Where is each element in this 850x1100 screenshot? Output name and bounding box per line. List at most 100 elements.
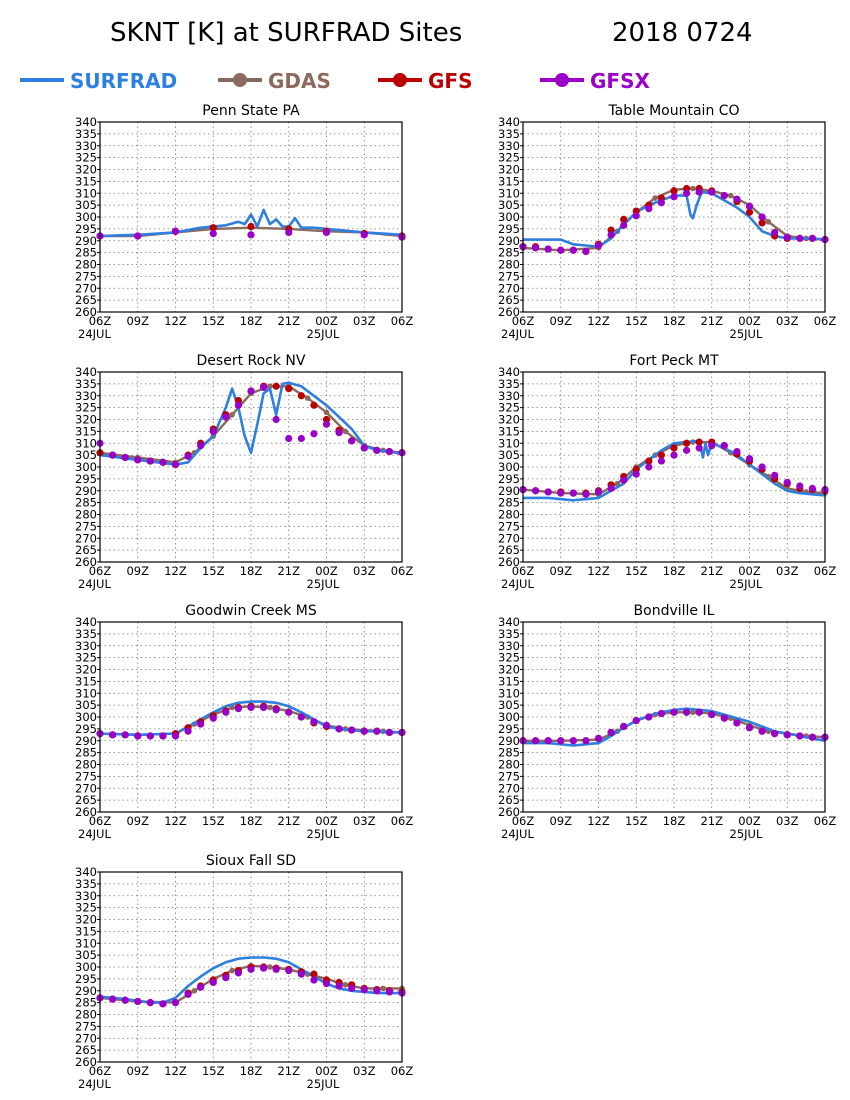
data-point-gfsx [171, 732, 180, 740]
data-point-gfsx [607, 231, 615, 239]
data-point-gfsx [234, 969, 243, 977]
y-tick-label: 265 [75, 1043, 97, 1057]
data-point-gdas [652, 195, 658, 201]
data-point-gfsx [297, 713, 305, 721]
data-point-gfs [682, 439, 691, 447]
data-point-gfsx [808, 484, 817, 492]
data-point-gfsx [272, 965, 280, 973]
y-tick-label: 300 [498, 460, 520, 474]
x-tick-label: 09Z [126, 564, 149, 578]
data-point-gfsx [796, 234, 804, 242]
data-point-gfsx [247, 387, 255, 395]
y-tick-label: 315 [498, 174, 520, 188]
x-date-label-next: 25JUL [307, 827, 340, 841]
data-point-gfsx [373, 446, 381, 454]
data-point-gfsx [557, 737, 565, 745]
y-tick-label: 265 [498, 543, 520, 557]
data-point-gfsx [745, 724, 754, 732]
x-tick-label: 21Z [277, 564, 300, 578]
x-tick-label: 21Z [277, 314, 300, 328]
data-point-gfsx [209, 427, 217, 435]
data-point-gfsx [582, 247, 590, 256]
y-tick-label: 290 [498, 484, 520, 498]
series-gfsx [96, 964, 406, 1008]
gridlines [523, 372, 825, 562]
legend-item-surfrad: SURFRAD [20, 69, 177, 93]
x-date-label-start: 24JUL [78, 327, 111, 341]
data-point-gfsx [745, 455, 754, 463]
series-gfsx [519, 708, 829, 745]
y-tick-label: 325 [75, 151, 97, 165]
x-tick-label: 06Z [391, 564, 414, 578]
y-tick-label: 300 [75, 460, 97, 474]
data-point-gfsx [108, 451, 117, 459]
y-tick-label: 280 [75, 258, 97, 272]
y-tick-label: 285 [498, 496, 520, 510]
data-point-gfsx [146, 999, 154, 1007]
data-point-gfsx [322, 228, 331, 237]
data-point-gfsx [197, 983, 205, 991]
x-tick-label: 15Z [202, 314, 225, 328]
data-point-gfsx [670, 193, 678, 201]
y-tick-label: 270 [75, 531, 97, 545]
legend: SURFRAD GDAS GFS GFSX [20, 69, 650, 93]
data-point-gfsx [582, 490, 590, 498]
y-tick-label: 275 [75, 269, 97, 283]
data-point-gfsx [544, 488, 552, 496]
plot-frame [99, 871, 403, 1063]
x-tick-label: 15Z [625, 314, 648, 328]
legend-item-gfs: GFS [378, 69, 472, 93]
y-tick-label: 335 [498, 627, 520, 641]
data-point-gfsx [783, 478, 791, 487]
x-tick-label: 18Z [240, 814, 263, 828]
data-point-gfsx [322, 420, 331, 428]
data-point-gfsx [385, 988, 394, 996]
data-point-gfsx [720, 192, 728, 200]
data-point-gfsx [184, 727, 192, 735]
x-tick-label: 18Z [663, 314, 686, 328]
data-point-gfsx [348, 726, 356, 734]
x-tick-label: 21Z [700, 564, 723, 578]
y-tick-label: 305 [75, 198, 97, 212]
x-tick-label: 03Z [353, 564, 376, 578]
data-point-gdas [229, 411, 235, 418]
y-tick-label: 295 [75, 722, 97, 736]
y-tick-label: 305 [498, 448, 520, 462]
y-tick-label: 325 [75, 401, 97, 415]
data-point-gfsx [645, 713, 653, 721]
x-tick-label: 18Z [240, 314, 263, 328]
y-tick-label: 315 [75, 424, 97, 438]
data-point-gfs [297, 392, 305, 400]
y-tick-label: 265 [75, 293, 97, 307]
legend-label-surfrad: SURFRAD [70, 69, 177, 93]
data-point-gfsx [682, 189, 691, 197]
y-tick-label: 315 [75, 674, 97, 688]
data-point-gfsx [247, 965, 255, 973]
data-point-gfsx [184, 452, 192, 460]
series-surfrad [523, 439, 826, 502]
x-tick-label: 00Z [738, 814, 761, 828]
x-date-label-start: 24JUL [78, 1077, 111, 1091]
y-tick-label: 260 [498, 805, 520, 819]
data-point-gfsx [159, 1000, 167, 1008]
y-tick-label: 335 [75, 627, 97, 641]
y-tick-label: 265 [498, 293, 520, 307]
data-point-gfsx [272, 415, 280, 424]
data-point-gfsx [360, 727, 368, 735]
panel-title: Penn State PA [202, 103, 300, 119]
data-point-gfs [209, 224, 217, 232]
x-tick-label: 21Z [700, 314, 723, 328]
data-point-gfsx [758, 727, 766, 735]
data-point-gfsx [121, 996, 129, 1004]
x-tick-label: 18Z [240, 1064, 263, 1078]
data-point-gfsx [557, 246, 565, 254]
data-point-gdas [304, 395, 311, 401]
panel-goodwin-creek-ms: Goodwin Creek MS 260265270275280285290295… [75, 603, 413, 841]
x-tick-label: 00Z [315, 314, 338, 328]
data-point-gdas [191, 987, 198, 994]
data-point-gfsx [733, 719, 741, 727]
x-date-label-next: 25JUL [730, 327, 763, 341]
x-tick-label: 18Z [240, 564, 263, 578]
y-tick-label: 315 [75, 924, 97, 938]
data-point-gfsx [335, 428, 343, 437]
